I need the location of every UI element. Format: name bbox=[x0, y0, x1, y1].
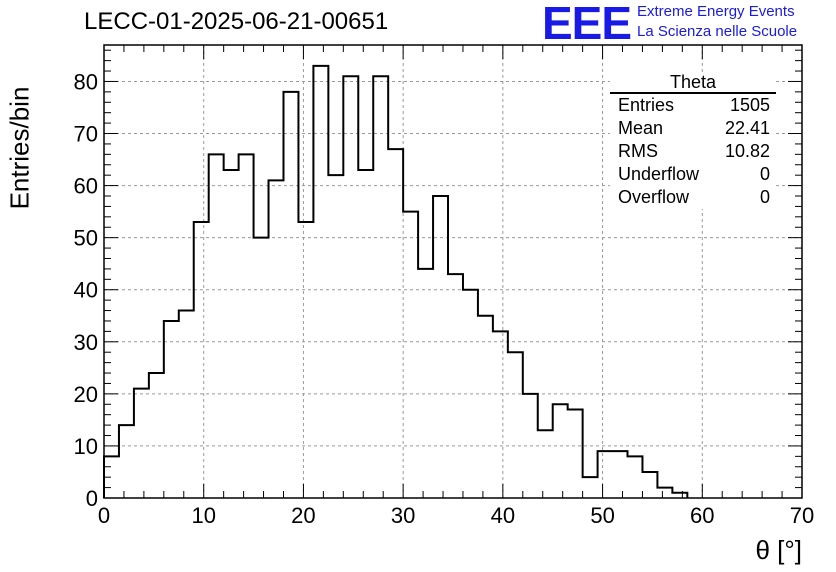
stats-row-overflow: Overflow 0 bbox=[610, 186, 776, 209]
stats-row-entries: Entries 1505 bbox=[610, 94, 776, 117]
brand-line-2: La Scienza nelle Scuole bbox=[637, 23, 798, 40]
y-tick-label: 0 bbox=[86, 486, 98, 511]
stats-value: 0 bbox=[759, 187, 770, 207]
y-tick-label: 20 bbox=[74, 382, 98, 407]
y-axis-label: Entries/bin bbox=[4, 86, 35, 210]
y-tick-label: 70 bbox=[74, 122, 98, 147]
eee-logo: EEE bbox=[542, 0, 632, 49]
x-tick-label: 60 bbox=[690, 503, 714, 528]
y-tick-label: 50 bbox=[74, 226, 98, 251]
y-tick-label: 80 bbox=[74, 69, 98, 94]
y-axis-tick-labels: 0 10 20 30 40 50 60 70 80 bbox=[74, 69, 98, 511]
stats-value: 10.82 bbox=[724, 141, 770, 161]
y-axis-label-container: Entries/bin bbox=[5, 87, 35, 210]
stats-value: 22.41 bbox=[724, 118, 770, 138]
y-tick-label: 10 bbox=[74, 434, 98, 459]
y-tick-label: 30 bbox=[74, 330, 98, 355]
stats-label: RMS bbox=[618, 141, 658, 161]
chart-title: LECC-01-2025-06-21-00651 bbox=[84, 8, 389, 35]
x-axis-tick-labels: 0 10 20 30 40 50 60 70 bbox=[98, 503, 814, 528]
y-tick-label: 60 bbox=[74, 174, 98, 199]
stats-label: Entries bbox=[618, 95, 675, 115]
x-tick-label: 10 bbox=[191, 503, 215, 528]
stats-label: Underflow bbox=[618, 164, 700, 184]
stats-row-mean: Mean 22.41 bbox=[610, 117, 776, 140]
stats-row-underflow: Underflow 0 bbox=[610, 163, 776, 186]
x-axis-label: θ [°] bbox=[755, 535, 802, 565]
x-tick-label: 50 bbox=[590, 503, 614, 528]
brand-line-1: Extreme Energy Events bbox=[637, 3, 795, 20]
y-axis-ticks bbox=[104, 49, 802, 499]
stats-label: Overflow bbox=[618, 187, 690, 207]
x-tick-label: 20 bbox=[291, 503, 315, 528]
x-tick-label: 70 bbox=[790, 503, 814, 528]
x-tick-label: 0 bbox=[98, 503, 110, 528]
y-tick-label: 40 bbox=[74, 278, 98, 303]
x-axis-ticks bbox=[103, 45, 803, 498]
stats-row-rms: RMS 10.82 bbox=[610, 140, 776, 163]
histogram-series-line bbox=[103, 64, 689, 498]
stats-label: Mean bbox=[618, 118, 664, 138]
stats-title: Theta bbox=[610, 72, 776, 94]
grid bbox=[104, 45, 802, 498]
x-tick-label: 40 bbox=[491, 503, 515, 528]
stats-value: 1505 bbox=[729, 95, 770, 115]
plot-frame bbox=[103, 44, 803, 499]
stats-value: 0 bbox=[759, 164, 770, 184]
stats-box: Theta Entries 1505 Mean 22.41 RMS 10.82 … bbox=[610, 72, 776, 209]
x-tick-label: 30 bbox=[391, 503, 415, 528]
